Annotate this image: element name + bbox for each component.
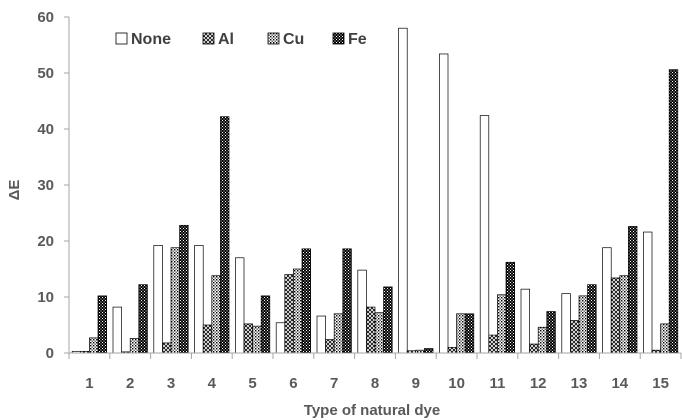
x-tick-label: 7	[330, 375, 338, 392]
legend-swatch-none	[115, 32, 128, 45]
bar-fe-14	[628, 226, 638, 354]
x-tick-label: 15	[652, 375, 669, 392]
x-tick-label: 14	[611, 375, 628, 392]
legend-swatch-fe	[332, 32, 345, 45]
bar-cu-13	[578, 295, 588, 354]
bar-cu-11	[497, 294, 507, 354]
bar-fe-9	[424, 348, 434, 354]
bar-al-3	[162, 342, 172, 354]
x-tick-label: 9	[412, 375, 420, 392]
bar-cu-2	[129, 338, 140, 354]
x-tick-label: 6	[289, 375, 297, 392]
x-tick-label: 13	[571, 375, 588, 392]
bar-fe-5	[260, 295, 271, 354]
bar-none-12	[520, 288, 530, 354]
bar-none-13	[561, 293, 571, 354]
bar-none-15	[643, 231, 653, 354]
bar-fe-10	[464, 313, 475, 354]
bar-cu-6	[293, 268, 303, 354]
legend-label-none: None	[131, 31, 171, 48]
legend-label-al: Al	[218, 31, 234, 48]
bar-cu-12	[537, 326, 548, 354]
bar-cu-8	[374, 312, 384, 354]
legend: None Al Cu Fe	[115, 31, 367, 48]
y-tick-label: 10	[37, 289, 54, 306]
bar-fe-15	[668, 69, 679, 354]
bar-none-2	[112, 306, 122, 354]
bar-cu-4	[211, 275, 221, 354]
x-tick-label: 11	[489, 375, 505, 392]
bar-al-13	[570, 320, 580, 354]
bar-al-8	[366, 306, 376, 354]
bar-al-4	[202, 324, 213, 354]
bar-cu-15	[660, 323, 670, 354]
x-tick-label: 8	[371, 375, 379, 392]
bar-fe-13	[587, 284, 597, 354]
bar-al-12	[529, 343, 539, 354]
bar-al-6	[284, 274, 294, 354]
bar-none-4	[194, 245, 204, 354]
bar-none-6	[275, 322, 286, 354]
y-tick-labels: 0 10 20 30 40 50 60	[37, 9, 54, 362]
bar-none-14	[602, 247, 612, 354]
bar-fe-11	[505, 261, 515, 354]
x-tick-label: 1	[85, 375, 93, 392]
legend-label-fe: Fe	[348, 31, 367, 48]
bar-al-5	[243, 323, 253, 354]
x-tick-label: 10	[448, 375, 465, 392]
bar-al-14	[610, 277, 621, 354]
y-tick-label: 20	[37, 233, 54, 250]
y-tick-label: 60	[37, 9, 54, 26]
bar-none-5	[235, 257, 245, 354]
bar-none-3	[153, 245, 163, 354]
bar-fe-8	[383, 286, 393, 354]
bar-cu-1	[89, 337, 99, 354]
bar-fe-1	[97, 295, 107, 354]
bar-al-11	[488, 334, 498, 354]
bar-cu-3	[170, 247, 180, 354]
legend-swatch-cu	[267, 32, 280, 45]
x-tick-labels: 1 2 3 4 5 6 7 8 9 10 11 12 13 14 15	[85, 375, 669, 392]
x-tick-label: 3	[167, 375, 175, 392]
y-tick-label: 0	[46, 345, 54, 362]
x-axis-title: Type of natural dye	[304, 402, 440, 419]
y-axis-title: ΔE	[6, 180, 23, 201]
bar-al-10	[447, 347, 457, 354]
bar-none-7	[316, 315, 326, 354]
x-tick-label: 4	[208, 375, 217, 392]
bar-fe-4	[220, 116, 230, 354]
bar-cu-7	[333, 313, 344, 354]
bar-fe-6	[301, 248, 311, 354]
bar-none-10	[439, 53, 449, 354]
bar-fe-2	[138, 284, 148, 354]
x-tick-label: 2	[126, 375, 134, 392]
bar-none-11	[479, 115, 490, 354]
bars-group	[71, 27, 679, 354]
legend-swatch-al	[202, 32, 215, 45]
bar-none-8	[357, 269, 367, 354]
bar-fe-12	[546, 311, 556, 354]
y-tick-label: 40	[37, 121, 54, 138]
x-tick-label: 12	[530, 375, 547, 392]
y-tick-label: 30	[37, 177, 54, 194]
legend-label-cu: Cu	[283, 31, 304, 48]
bar-cu-10	[456, 313, 466, 354]
bar-al-7	[325, 339, 335, 354]
axes	[64, 16, 682, 359]
bar-cu-14	[619, 275, 629, 354]
bar-fe-3	[179, 224, 189, 354]
bar-none-9	[398, 27, 408, 354]
bar-fe-7	[342, 248, 352, 354]
x-tick-label: 5	[248, 375, 256, 392]
y-tick-label: 50	[37, 65, 54, 82]
bar-cu-5	[252, 325, 262, 354]
